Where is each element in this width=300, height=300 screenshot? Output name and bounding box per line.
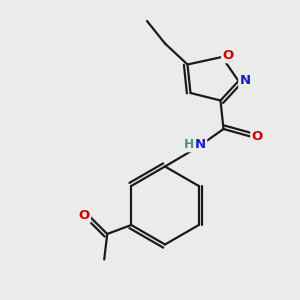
Text: O: O [222,49,234,62]
Text: H: H [184,138,194,151]
Text: O: O [251,130,263,143]
Text: O: O [79,208,90,222]
Text: N: N [239,74,251,88]
Text: N: N [195,138,206,151]
